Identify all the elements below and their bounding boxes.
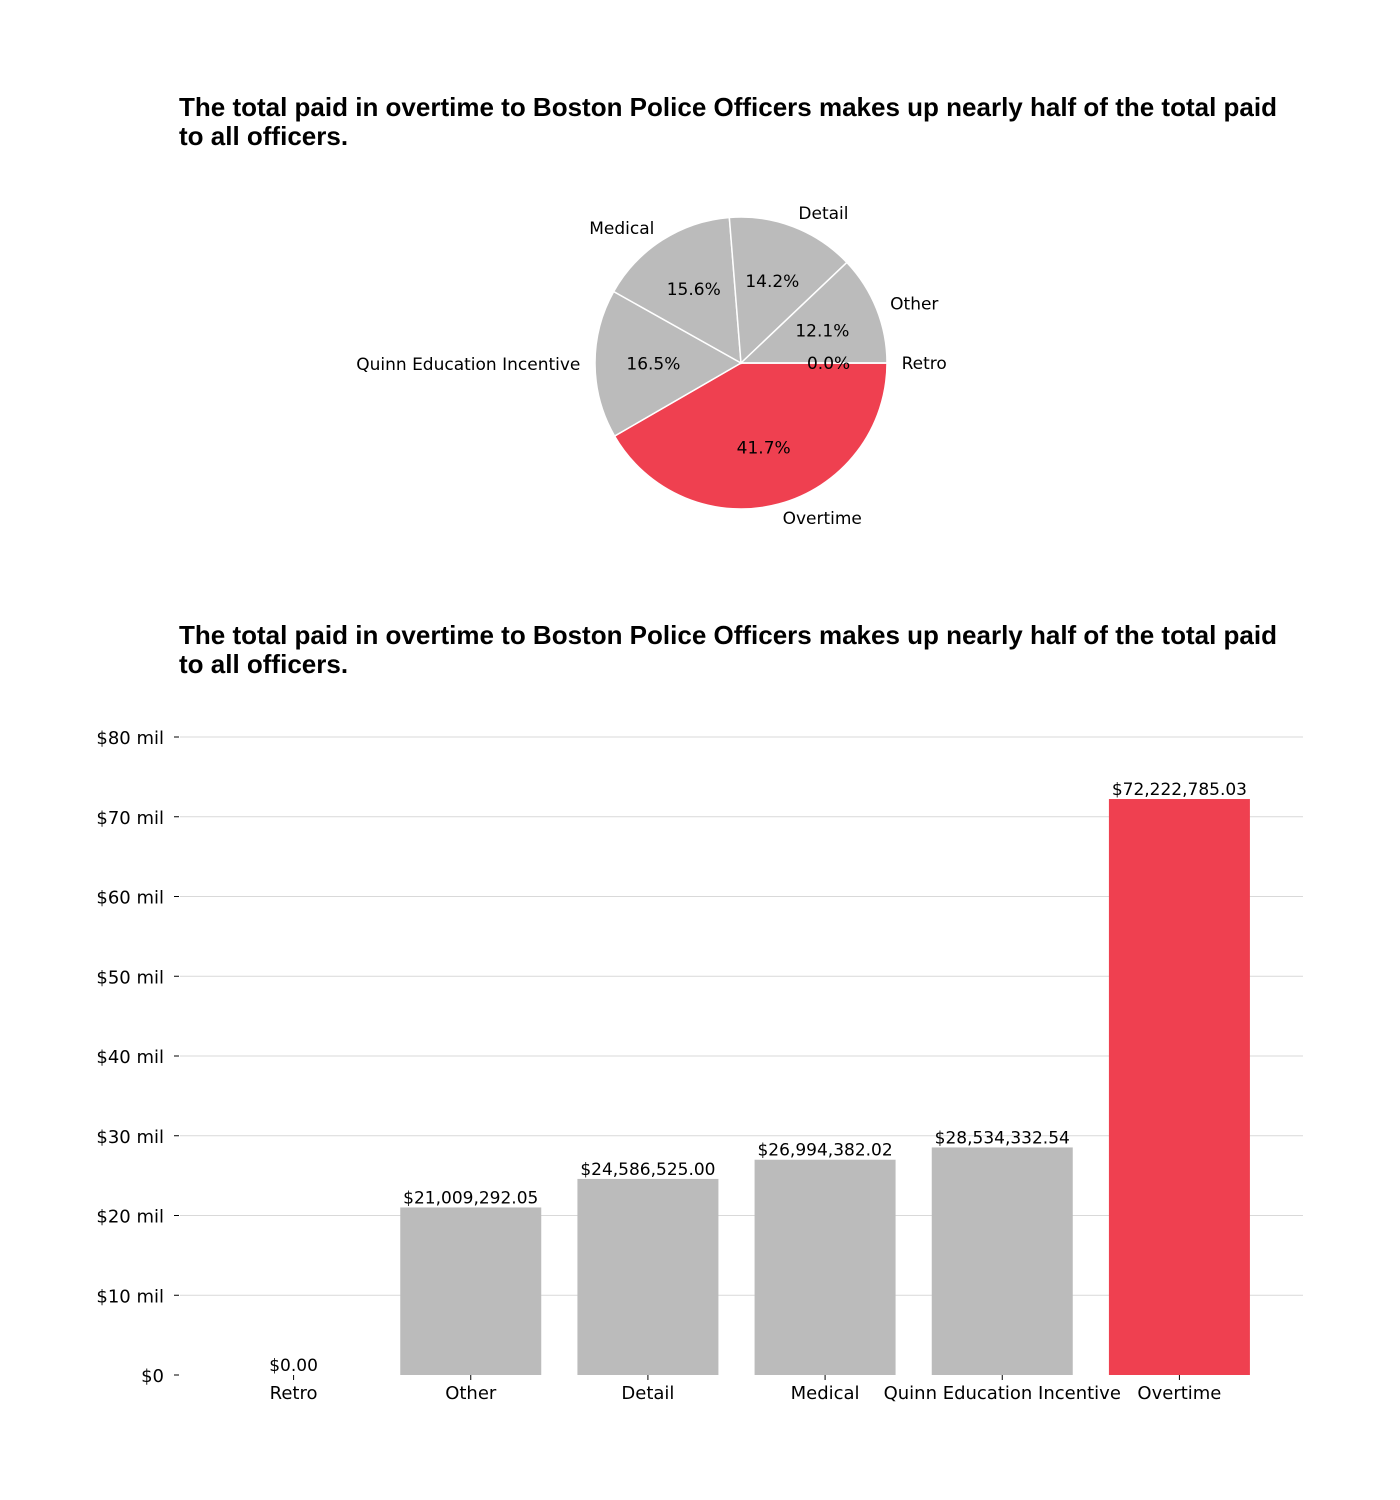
y-tick-label: $30 mil [96, 1127, 164, 1148]
bar-value-label-quinn-education-incentive: $28,534,332.54 [935, 1128, 1070, 1148]
bar-value-label-detail: $24,586,525.00 [580, 1160, 715, 1180]
y-tick-label: $20 mil [96, 1207, 164, 1228]
pie-percent-retro: 0.0% [807, 354, 850, 374]
x-tick-label-retro: Retro [270, 1383, 318, 1404]
pie-percent-medical: 15.6% [667, 280, 721, 300]
bar-value-label-overtime: $72,222,785.03 [1112, 780, 1247, 800]
bar-value-label-retro: $0.00 [269, 1356, 318, 1376]
pie-chart-title: The total paid in overtime to Boston Pol… [179, 92, 1277, 151]
pie-label-overtime: Overtime [783, 509, 862, 529]
bar-value-label-medical: $26,994,382.02 [757, 1141, 892, 1161]
x-tick-label-quinn-education-incentive: Quinn Education Incentive [884, 1383, 1121, 1404]
pie-slice-quinn-education-incentive [594, 290, 743, 438]
pie-label-retro: Retro [902, 354, 947, 374]
y-tick-label: $40 mil [96, 1047, 164, 1068]
bar-value-label-other: $21,009,292.05 [403, 1188, 538, 1208]
bar-other [400, 1207, 542, 1375]
pie-label-detail: Detail [798, 204, 848, 224]
bar-chart-title: The total paid in overtime to Boston Pol… [179, 620, 1277, 679]
pie-percent-other: 12.1% [795, 322, 849, 342]
pie-percent-detail: 14.2% [745, 272, 799, 292]
pie-slice-overtime [613, 362, 888, 510]
y-tick-label: $0 [141, 1366, 164, 1387]
y-tick-label: $10 mil [96, 1286, 164, 1307]
y-tick-label: $60 mil [96, 888, 164, 909]
bar-medical [754, 1159, 896, 1375]
x-tick-label-medical: Medical [791, 1383, 860, 1404]
x-tick-label-overtime: Overtime [1137, 1383, 1221, 1404]
bar-quinn-education-incentive [931, 1147, 1073, 1375]
x-tick-label-detail: Detail [621, 1383, 674, 1404]
pie-label-other: Other [890, 294, 938, 314]
bar-overtime [1108, 799, 1250, 1375]
pie-label-quinn-education-incentive: Quinn Education Incentive [356, 355, 580, 375]
pie-percent-overtime: 41.7% [737, 439, 791, 459]
x-tick-label-other: Other [445, 1383, 497, 1404]
pie-chart: 41.7% Overtime 16.5% Quinn Education Incent… [356, 204, 947, 529]
pie-percent-quinn-education-incentive: 16.5% [626, 355, 680, 375]
y-tick-label: $80 mil [96, 728, 164, 749]
y-tick-label: $50 mil [96, 967, 164, 988]
pie-slice-detail [728, 216, 848, 365]
pie-slice-medical [612, 216, 742, 365]
y-tick-label: $70 mil [96, 808, 164, 829]
pie-label-medical: Medical [589, 219, 654, 239]
pie-slice-other [739, 261, 888, 364]
bar-detail [577, 1178, 719, 1375]
